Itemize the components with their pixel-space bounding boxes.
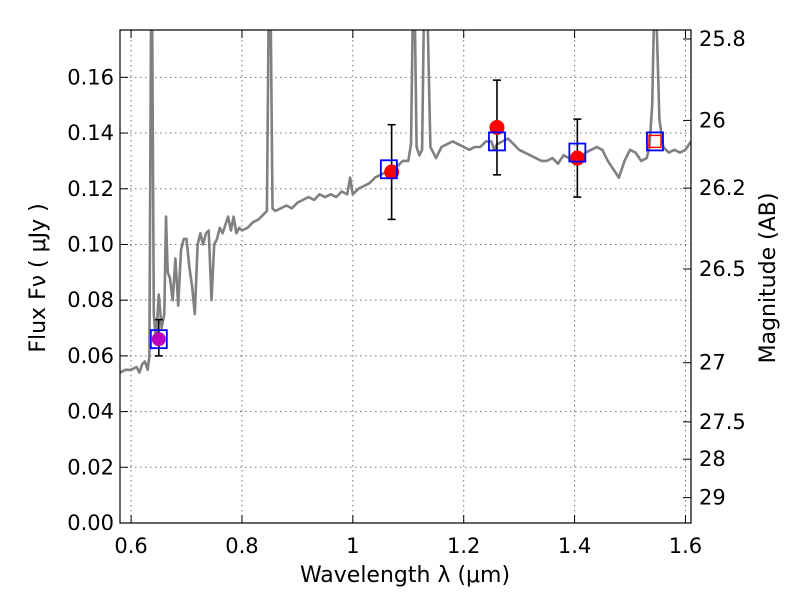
right-tick-label: 26.5: [699, 257, 746, 281]
x-axis-label: Wavelength λ (μm): [300, 563, 510, 588]
observed-point: [384, 164, 400, 180]
y-axis-label-right: Magnitude (AB): [756, 193, 781, 364]
right-tick-label: 25.8: [699, 27, 746, 51]
y-tick-label: 0.02: [67, 455, 114, 479]
y-tick-label: 0.14: [67, 121, 114, 145]
observed-point: [489, 119, 505, 135]
y-tick-label: 0.12: [67, 177, 114, 201]
right-tick-label: 26.2: [699, 176, 746, 200]
x-tick-label: 1.4: [558, 534, 591, 558]
x-tick-labels: 0.6 0.8 1 1.2 1.4 1.6: [114, 534, 702, 558]
observed-point: [569, 150, 585, 166]
observed-point-magenta: [151, 332, 166, 347]
model-photometry-square: [488, 131, 506, 152]
right-tick-label: 26: [699, 108, 726, 132]
right-tick-label: 28: [699, 447, 726, 471]
error-bars: [154, 79, 582, 357]
right-tick-label: 27: [699, 351, 726, 375]
model-photometry-square: [379, 159, 398, 180]
right-tick-label: 27.5: [699, 410, 746, 434]
x-tick-label: 1.2: [447, 534, 480, 558]
y-axis-label-left: Flux Fν ( μJy ): [26, 203, 51, 352]
model-photometry-squares: [149, 131, 664, 350]
x-tick-label: 1: [346, 534, 359, 558]
y-tick-label: 0.06: [67, 344, 114, 368]
model-spectrum: [120, 30, 691, 374]
right-tick-labels: 25.8 26 26.2 26.5 27 27.5 28 29: [699, 27, 746, 510]
right-tick-label: 29: [699, 486, 726, 510]
data-points: [151, 119, 585, 347]
plot-frame: [119, 29, 692, 524]
y-tick-label: 0.16: [67, 65, 114, 89]
observed-marker-red-square: [648, 134, 662, 149]
axis-ticks: [120, 30, 691, 524]
y-tick-label: 0.08: [67, 288, 114, 312]
y-tick-label: 0.00: [67, 511, 114, 535]
y-tick-label: 0.04: [67, 400, 114, 424]
y-tick-label: 0.10: [67, 232, 114, 256]
spectrum-line: [120, 30, 691, 374]
y-tick-labels: 0.00 0.02 0.04 0.06 0.08 0.10 0.12 0.14 0.16: [67, 65, 114, 535]
model-photometry-square: [568, 142, 587, 163]
x-tick-label: 0.6: [114, 534, 147, 558]
model-photometry-square: [149, 329, 168, 350]
grid-lines: [120, 30, 691, 523]
x-tick-label: 1.6: [669, 534, 702, 558]
model-photometry-square: [646, 131, 664, 152]
x-tick-label: 0.8: [225, 534, 258, 558]
